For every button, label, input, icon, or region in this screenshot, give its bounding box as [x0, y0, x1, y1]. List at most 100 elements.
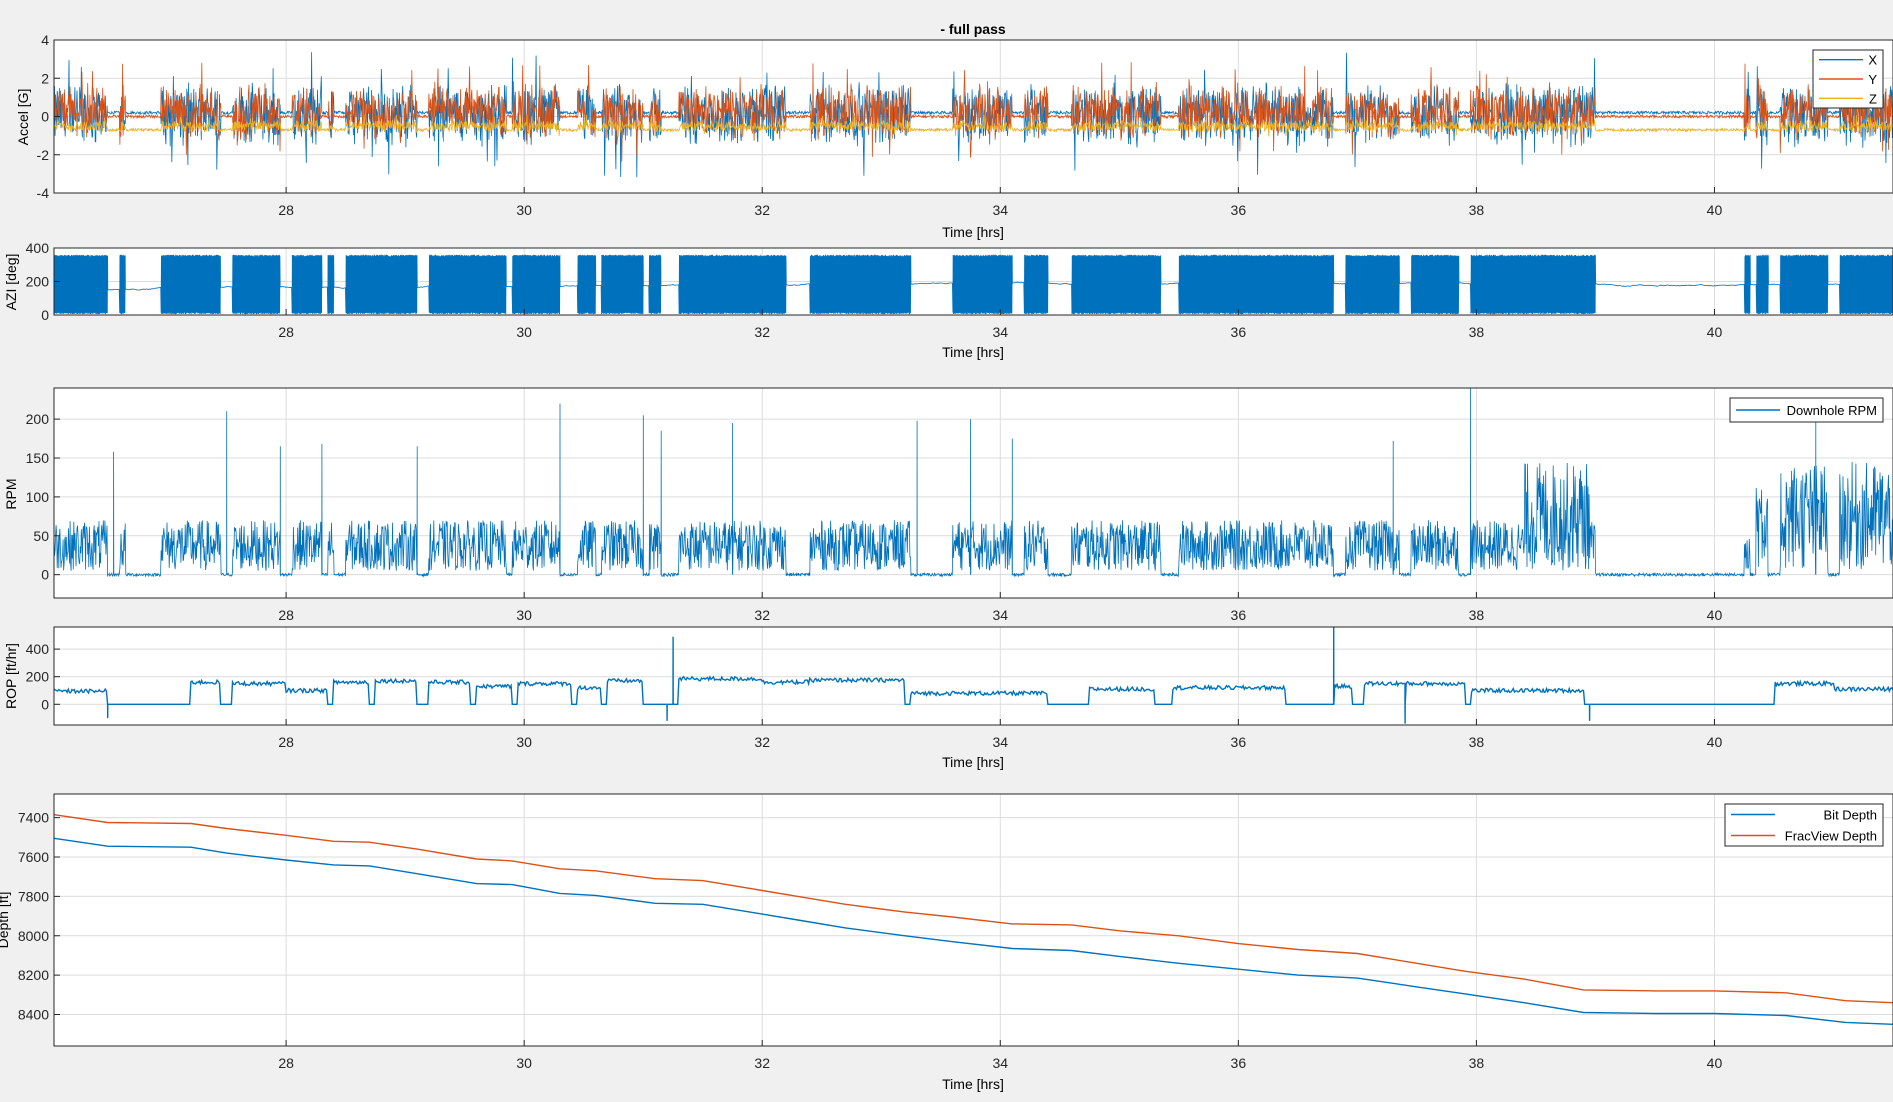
x-tick-label: 28 — [278, 202, 294, 218]
rpm-ticks: 28 30 32 34 36 38 40 0 50 100 150 200 — [26, 411, 1723, 623]
y-tick-label: 200 — [26, 669, 50, 685]
x-tick-label: 36 — [1231, 1055, 1247, 1071]
y-tick-label: 8400 — [18, 1007, 49, 1023]
x-tick-label: 28 — [278, 324, 294, 340]
series-line-azi — [53, 254, 1893, 315]
y-tick-label: 0 — [41, 109, 49, 125]
x-tick-label: 32 — [754, 202, 770, 218]
x-tick-label: 32 — [754, 1055, 770, 1071]
rop-series — [53, 626, 1893, 724]
y-tick-label: 150 — [26, 450, 50, 466]
x-tick-label: 34 — [992, 734, 1008, 750]
rop-ylabel: ROP [ft/hr] — [3, 643, 19, 709]
y-tick-label: 100 — [26, 489, 50, 505]
x-tick-label: 32 — [754, 607, 770, 623]
x-tick-label: 38 — [1469, 202, 1485, 218]
x-tick-label: 32 — [754, 324, 770, 340]
depth-axes: 28 30 32 34 36 38 40 7400 7600 7800 8000 8200 8400 T… — [0, 793, 1893, 1092]
x-tick-label: 30 — [516, 607, 532, 623]
y-tick-label: -4 — [37, 185, 50, 201]
x-tick-label: 28 — [278, 1055, 294, 1071]
accel-xlabel: Time [hrs] — [942, 224, 1004, 240]
x-tick-label: 30 — [516, 734, 532, 750]
depth-legend: Bit Depth FracView Depth — [1724, 803, 1884, 847]
series-line-z — [53, 114, 1893, 138]
y-tick-label: 7800 — [18, 888, 49, 904]
y-tick-label: 50 — [33, 528, 49, 544]
legend-entry: Downhole RPM — [1787, 403, 1877, 418]
y-tick-label: 400 — [26, 240, 50, 256]
legend-entry: Bit Depth — [1824, 808, 1877, 823]
accel-legend: XYZ — [1812, 49, 1884, 109]
y-tick-label: 4 — [41, 32, 49, 48]
y-tick-label: 7400 — [18, 810, 49, 826]
y-tick-label: 200 — [26, 274, 50, 290]
accel-axes: 28 30 32 34 36 38 40 -4 -2 0 2 4 Time [hrs] Accel [… — [15, 32, 1893, 240]
depth-series — [53, 814, 1893, 1025]
rop-xlabel: Time [hrs] — [942, 754, 1004, 770]
y-tick-label: 400 — [26, 641, 50, 657]
accel-ticks: 28 30 32 34 36 38 40 -4 -2 0 2 4 — [37, 32, 1723, 218]
figure-title: - full pass — [940, 21, 1006, 37]
accel-ylabel: Accel [G] — [15, 89, 31, 146]
axis-box — [53, 626, 1893, 726]
axis-box — [53, 793, 1893, 1047]
series-line-downhole-rpm — [53, 387, 1893, 578]
legend-entry: Y — [1868, 72, 1877, 87]
accel-series — [53, 52, 1893, 178]
legend-box — [1724, 803, 1884, 847]
rpm-axes: 28 30 32 34 36 38 40 0 50 100 150 200 RPM Downhole … — [3, 387, 1893, 623]
depth-axis-frame — [53, 793, 1893, 1047]
x-tick-label: 38 — [1469, 324, 1485, 340]
x-tick-label: 40 — [1707, 324, 1723, 340]
rpm-series — [53, 387, 1893, 578]
series-line-bit-depth — [53, 837, 1893, 1025]
x-tick-label: 36 — [1231, 324, 1247, 340]
azi-series — [53, 254, 1893, 315]
depth-ylabel: Depth [ft] — [0, 892, 11, 949]
series-line-fracview-depth — [53, 814, 1893, 1004]
rpm-axis-frame — [53, 387, 1893, 599]
x-tick-label: 34 — [992, 607, 1008, 623]
rpm-grid — [54, 388, 1893, 598]
x-tick-label: 38 — [1469, 1055, 1485, 1071]
depth-grid — [54, 794, 1893, 1046]
x-tick-label: 40 — [1707, 1055, 1723, 1071]
azi-xlabel: Time [hrs] — [942, 344, 1004, 360]
x-tick-label: 30 — [516, 324, 532, 340]
y-tick-label: 8200 — [18, 967, 49, 983]
x-tick-label: 40 — [1707, 202, 1723, 218]
y-tick-label: 7600 — [18, 849, 49, 865]
legend-entry: Z — [1869, 91, 1877, 106]
x-tick-label: 36 — [1231, 734, 1247, 750]
rop-plot-area — [54, 627, 1893, 725]
x-tick-label: 36 — [1231, 202, 1247, 218]
y-tick-label: -2 — [37, 147, 50, 163]
y-tick-label: 2 — [41, 70, 49, 86]
rop-axis-frame — [53, 626, 1893, 726]
x-tick-label: 28 — [278, 734, 294, 750]
x-tick-label: 38 — [1469, 607, 1485, 623]
x-tick-label: 32 — [754, 734, 770, 750]
legend-entry: X — [1868, 53, 1877, 68]
depth-ticks: 28 30 32 34 36 38 40 7400 7600 7800 8000 8200 8400 — [18, 810, 1723, 1071]
x-tick-label: 28 — [278, 607, 294, 623]
x-tick-label: 36 — [1231, 607, 1247, 623]
y-tick-label: 0 — [41, 696, 49, 712]
axis-box — [53, 387, 1893, 599]
legend-entry: FracView Depth — [1785, 829, 1877, 844]
y-tick-label: 200 — [26, 411, 50, 427]
x-tick-label: 38 — [1469, 734, 1485, 750]
series-line-y — [53, 62, 1893, 162]
y-tick-label: 8000 — [18, 928, 49, 944]
x-tick-label: 40 — [1707, 607, 1723, 623]
x-tick-label: 34 — [992, 1055, 1008, 1071]
x-tick-label: 40 — [1707, 734, 1723, 750]
y-tick-label: 0 — [41, 307, 49, 323]
series-line-rop — [53, 626, 1893, 724]
x-tick-label: 34 — [992, 202, 1008, 218]
